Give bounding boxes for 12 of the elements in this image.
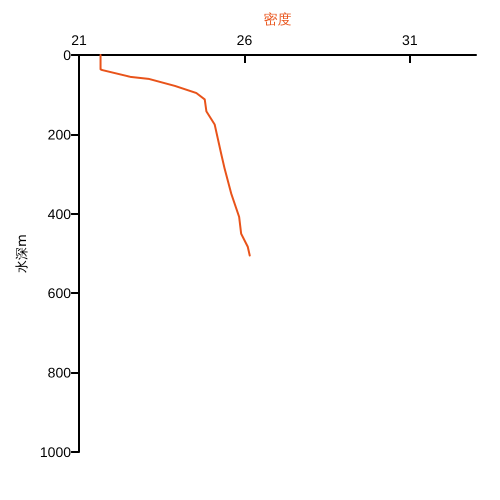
y-tick-label: 1000 — [40, 444, 72, 460]
y-tick-label: 200 — [48, 126, 72, 142]
y-tick-label: 400 — [48, 206, 72, 222]
x-axis-title: 密度 — [264, 12, 292, 28]
x-tick-label: 26 — [236, 32, 252, 48]
y-tick-label: 800 — [48, 364, 72, 381]
y-tick-label: 0 — [63, 47, 72, 63]
y-tick-label: 600 — [48, 285, 72, 302]
x-tick-label: 31 — [402, 32, 418, 48]
x-tick-label: 21 — [71, 32, 88, 48]
line-series — [100, 54, 251, 256]
y-axis-title: 水深m — [15, 234, 30, 273]
